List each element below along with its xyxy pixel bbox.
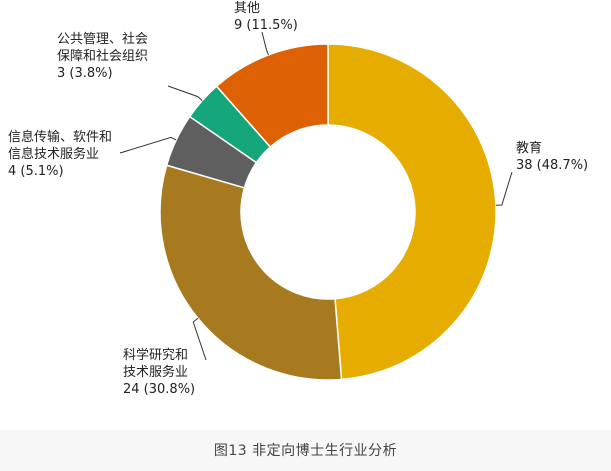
slice-label-line: 9 (11.5%)	[234, 18, 298, 33]
slice-label-line: 其他	[234, 1, 261, 16]
figure-caption: 图13 非定向博士生行业分析	[213, 443, 398, 459]
slice-label-line: 3 (3.8%)	[57, 66, 113, 81]
donut-chart-figure: 教育 38 (48.7%) 科学研究和 技术服务业 24 (30.8%) 信息传…	[8, 0, 589, 398]
slice-label-line: 保障和社会组织	[57, 49, 149, 64]
slice-label-line: 信息技术服务业	[8, 147, 100, 162]
slice-label-line: 24 (30.8%)	[123, 382, 196, 397]
slice-label-line: 4 (5.1%)	[8, 164, 64, 179]
slice-label-line: 科学研究和	[123, 348, 189, 363]
slice-label-education: 教育 38 (48.7%)	[516, 140, 588, 174]
leader-line-science-research	[192, 317, 207, 361]
slice-label-line: 信息传输、软件和	[8, 130, 113, 145]
slice-label-line: 教育	[516, 141, 543, 156]
donut-chart	[119, 31, 513, 381]
donut-slice-education	[327, 43, 497, 381]
donut-slice-science-research	[159, 164, 343, 381]
leader-line-information-tech	[119, 136, 177, 154]
caption-bar: 图13 非定向博士生行业分析	[0, 430, 611, 471]
slice-label-other: 其他 9 (11.5%)	[234, 0, 298, 34]
slice-label-public-administration: 公共管理、社会 保障和社会组织 3 (3.8%)	[57, 31, 148, 82]
leader-line-other	[261, 31, 269, 56]
slice-label-line: 技术服务业	[123, 365, 189, 380]
slice-label-line: 38 (48.7%)	[516, 158, 589, 173]
leader-line-education	[495, 171, 513, 206]
slice-label-science-research: 科学研究和 技术服务业 24 (30.8%)	[123, 347, 195, 398]
slice-label-line: 公共管理、社会	[57, 32, 149, 47]
leader-line-public-administration	[167, 85, 203, 101]
slice-label-information-tech: 信息传输、软件和 信息技术服务业 4 (5.1%)	[8, 129, 112, 180]
donut-slice-other	[215, 43, 329, 148]
